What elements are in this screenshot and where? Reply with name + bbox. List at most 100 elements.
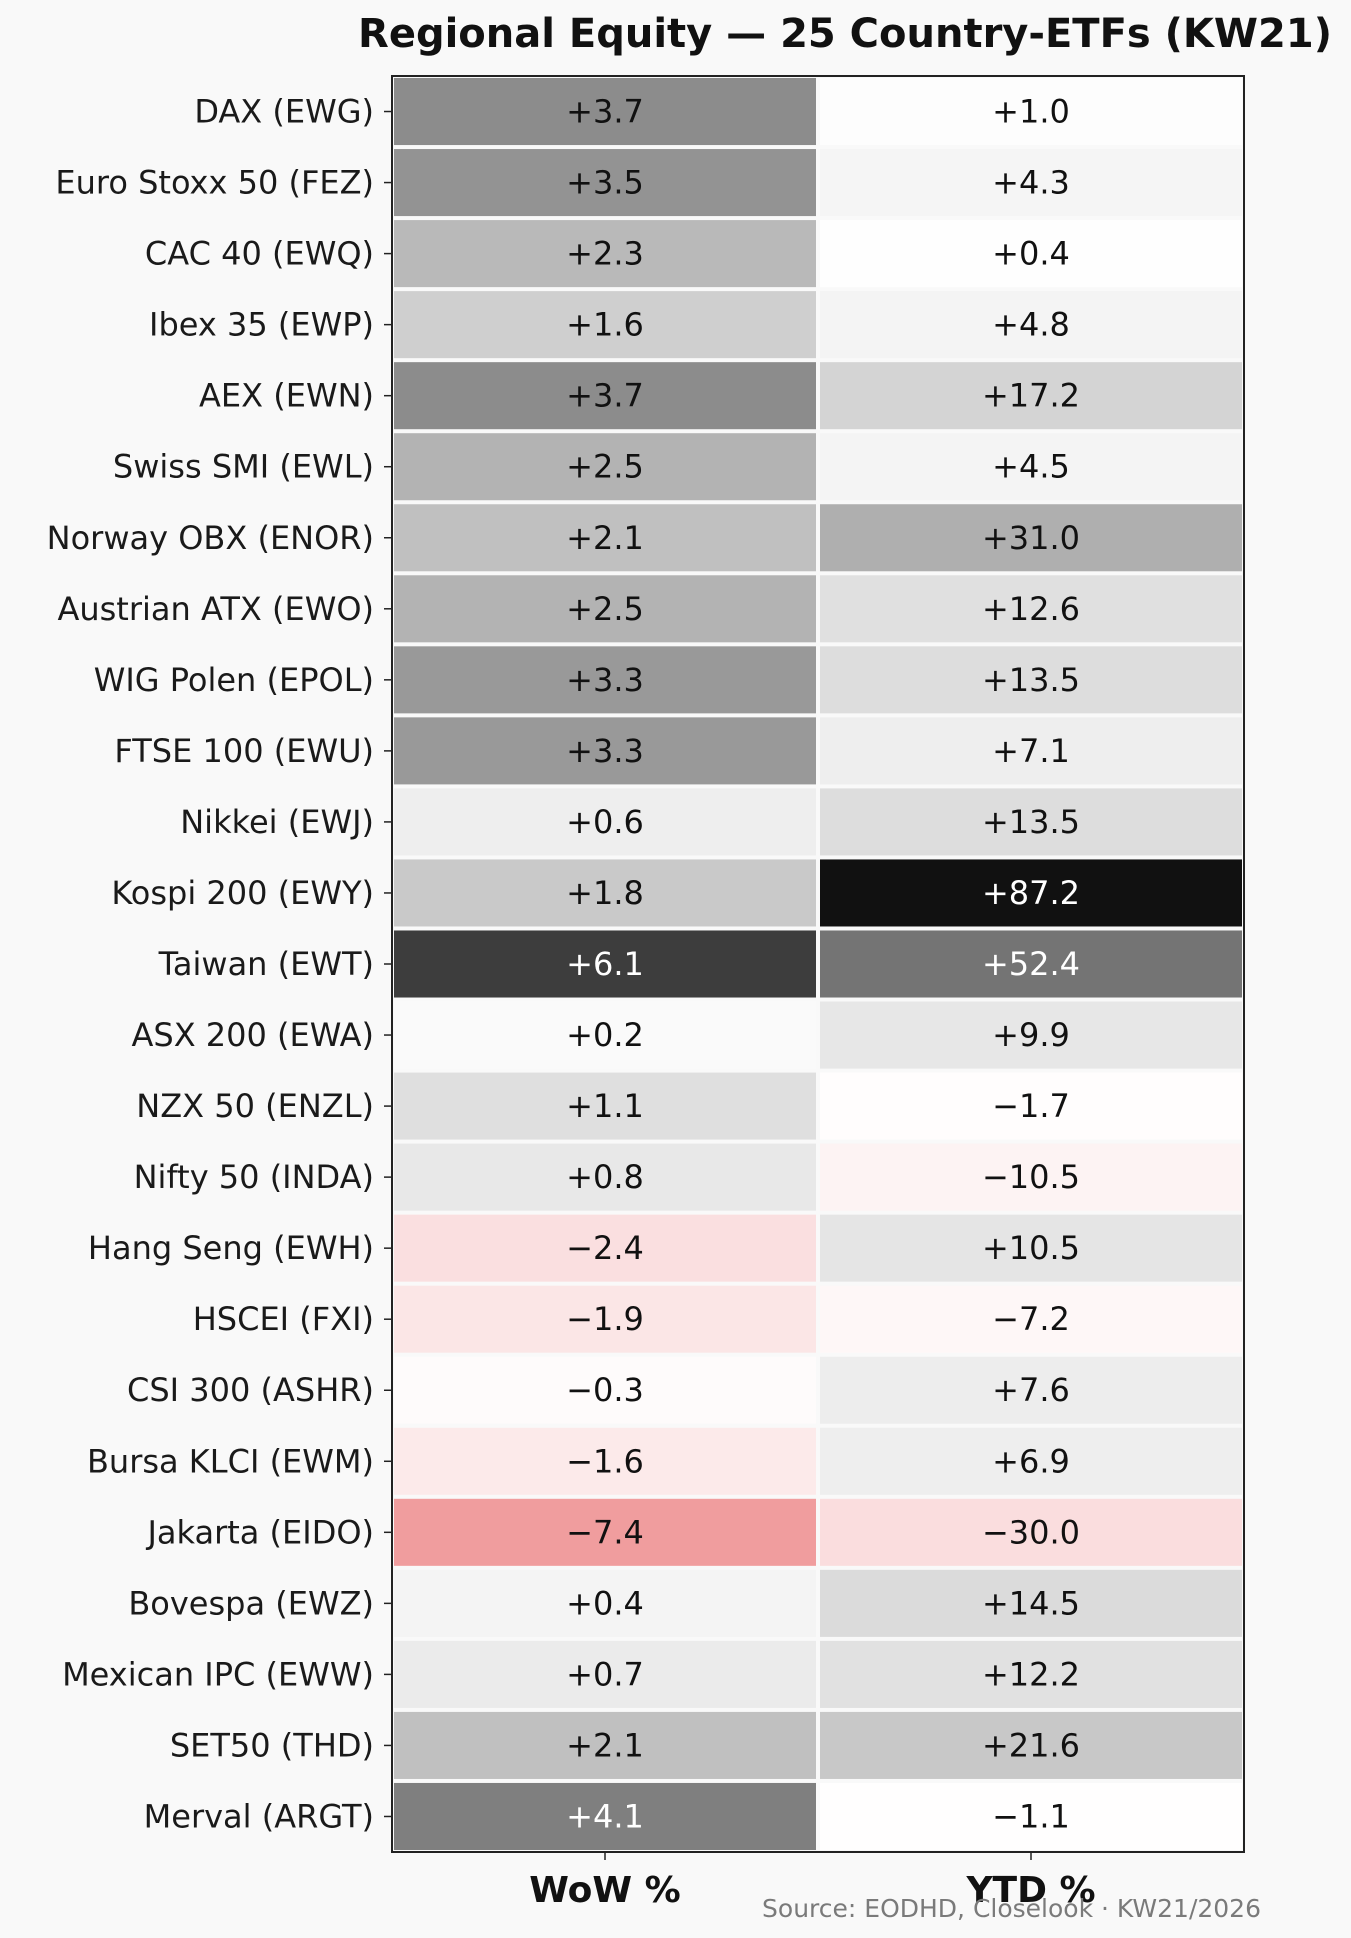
cell-value-label: +52.4 [982, 945, 1080, 983]
heatmap-cell [820, 149, 1242, 217]
heatmap-cell [394, 717, 816, 785]
cell-value-label: +3.5 [566, 164, 644, 202]
cell-value-label: +3.7 [566, 377, 644, 415]
cell-value-label: +0.6 [566, 803, 644, 841]
cell-value-label: +0.4 [992, 235, 1070, 273]
heatmap-cell [394, 1498, 816, 1566]
heatmap-cell [820, 1143, 1242, 1211]
heatmap-cell [820, 1640, 1242, 1708]
source-note: Source: EODHD, Closelook · KW21/2026 [762, 1894, 1261, 1923]
heatmap-cell [394, 220, 816, 288]
cell-value-label: −7.4 [566, 1513, 644, 1551]
heatmap-cell [820, 1356, 1242, 1424]
cell-value-label: +0.8 [566, 1158, 644, 1196]
heatmap-cell [394, 362, 816, 430]
cell-value-label: +6.9 [992, 1442, 1070, 1480]
heatmap-cell [394, 1640, 816, 1708]
row-label: Jakarta (EIDO) [145, 1513, 374, 1551]
row-label: Euro Stoxx 50 (FEZ) [55, 164, 374, 202]
row-label: DAX (EWG) [194, 93, 374, 131]
row-label: Taiwan (EWT) [158, 945, 374, 983]
heatmap-cell [820, 504, 1242, 572]
cell-value-label: +1.8 [566, 874, 644, 912]
row-label: ASX 200 (EWA) [131, 1016, 374, 1054]
heatmap-cell [820, 930, 1242, 998]
heatmap-cell [820, 220, 1242, 288]
cell-value-label: +7.6 [992, 1371, 1070, 1409]
cell-value-label: −1.6 [566, 1442, 644, 1480]
cell-value-label: +13.5 [982, 661, 1080, 699]
heatmap-cell [394, 1214, 816, 1282]
cell-value-label: +31.0 [982, 519, 1080, 557]
cell-value-label: +4.5 [992, 448, 1070, 486]
cell-value-label: +87.2 [982, 874, 1080, 912]
cell-value-label: +21.6 [982, 1726, 1080, 1764]
row-label: Hang Seng (EWH) [88, 1229, 374, 1267]
cell-value-label: +4.8 [992, 306, 1070, 344]
heatmap-cell [394, 1285, 816, 1353]
cell-value-label: +17.2 [982, 377, 1080, 415]
cell-value-label: +2.1 [566, 1726, 644, 1764]
heatmap-cell [820, 717, 1242, 785]
heatmap-cell [820, 1427, 1242, 1495]
row-label: Mexican IPC (EWW) [62, 1655, 374, 1693]
row-label: Bursa KLCI (EWM) [87, 1442, 374, 1480]
column-label: WoW % [529, 1870, 680, 1911]
cell-value-label: −0.3 [566, 1371, 644, 1409]
row-label: Ibex 35 (EWP) [149, 306, 374, 344]
heatmap-cell [394, 788, 816, 856]
row-label: NZX 50 (ENZL) [136, 1087, 374, 1125]
heatmap-cell [394, 1427, 816, 1495]
heatmap-cell [394, 859, 816, 927]
heatmap-cell [820, 1214, 1242, 1282]
heatmap-cell [820, 1498, 1242, 1566]
row-label: SET50 (THD) [170, 1726, 374, 1764]
column-label: YTD % [965, 1870, 1095, 1911]
cell-value-label: +10.5 [982, 1229, 1080, 1267]
cell-value-label: +4.3 [992, 164, 1070, 202]
heatmap-cell [394, 291, 816, 359]
row-label: CSI 300 (ASHR) [127, 1371, 374, 1409]
heatmap-cell [820, 1711, 1242, 1779]
row-label: HSCEI (FXI) [193, 1300, 374, 1338]
cell-value-label: +3.7 [566, 93, 644, 131]
cell-value-label: −2.4 [566, 1229, 644, 1267]
cell-value-label: +2.5 [566, 590, 644, 628]
cell-value-label: +12.2 [982, 1655, 1080, 1693]
cell-value-label: −1.9 [566, 1300, 644, 1338]
row-label: WIG Polen (EPOL) [94, 661, 374, 699]
cell-value-label: −1.7 [992, 1087, 1070, 1125]
heatmap-cell [394, 930, 816, 998]
column-labels: WoW % YTD % [529, 1852, 1096, 1911]
heatmap-cell [820, 1569, 1242, 1637]
heatmap-cell [820, 78, 1242, 146]
heatmap-cell [394, 575, 816, 643]
heatmap-cell [820, 433, 1242, 501]
heatmap-cell [820, 1285, 1242, 1353]
row-label: Norway OBX (ENOR) [47, 519, 374, 557]
cell-value-label: +6.1 [566, 945, 644, 983]
heatmap-cell [820, 859, 1242, 927]
heatmap-cell [394, 433, 816, 501]
row-label: Bovespa (EWZ) [128, 1584, 374, 1622]
heatmap-cell [820, 1001, 1242, 1069]
row-label: Kospi 200 (EWY) [111, 874, 374, 912]
cell-value-label: +14.5 [982, 1584, 1080, 1622]
row-label: AEX (EWN) [199, 377, 374, 415]
row-label: Nifty 50 (INDA) [134, 1158, 374, 1196]
heatmap-cell [820, 362, 1242, 430]
heatmap-cells: +3.7 +1.0 +3.5 +4.3 +2.3 +0.4 +1.6 +4.8 +3.7 +17.… [394, 78, 1242, 1850]
row-label: CAC 40 (EWQ) [145, 235, 374, 273]
cell-value-label: +1.6 [566, 306, 644, 344]
cell-value-label: +13.5 [982, 803, 1080, 841]
cell-value-label: +2.1 [566, 519, 644, 557]
cell-value-label: +1.1 [566, 1087, 644, 1125]
cell-value-label: +2.3 [566, 235, 644, 273]
heatmap-cell [820, 646, 1242, 714]
heatmap-cell [820, 1072, 1242, 1140]
heatmap-cell [820, 788, 1242, 856]
row-label: Austrian ATX (EWO) [57, 590, 374, 628]
row-labels: DAX (EWG) Euro Stoxx 50 (FEZ) CAC 40 (EWQ)… [47, 93, 392, 1835]
heatmap-cell [820, 575, 1242, 643]
